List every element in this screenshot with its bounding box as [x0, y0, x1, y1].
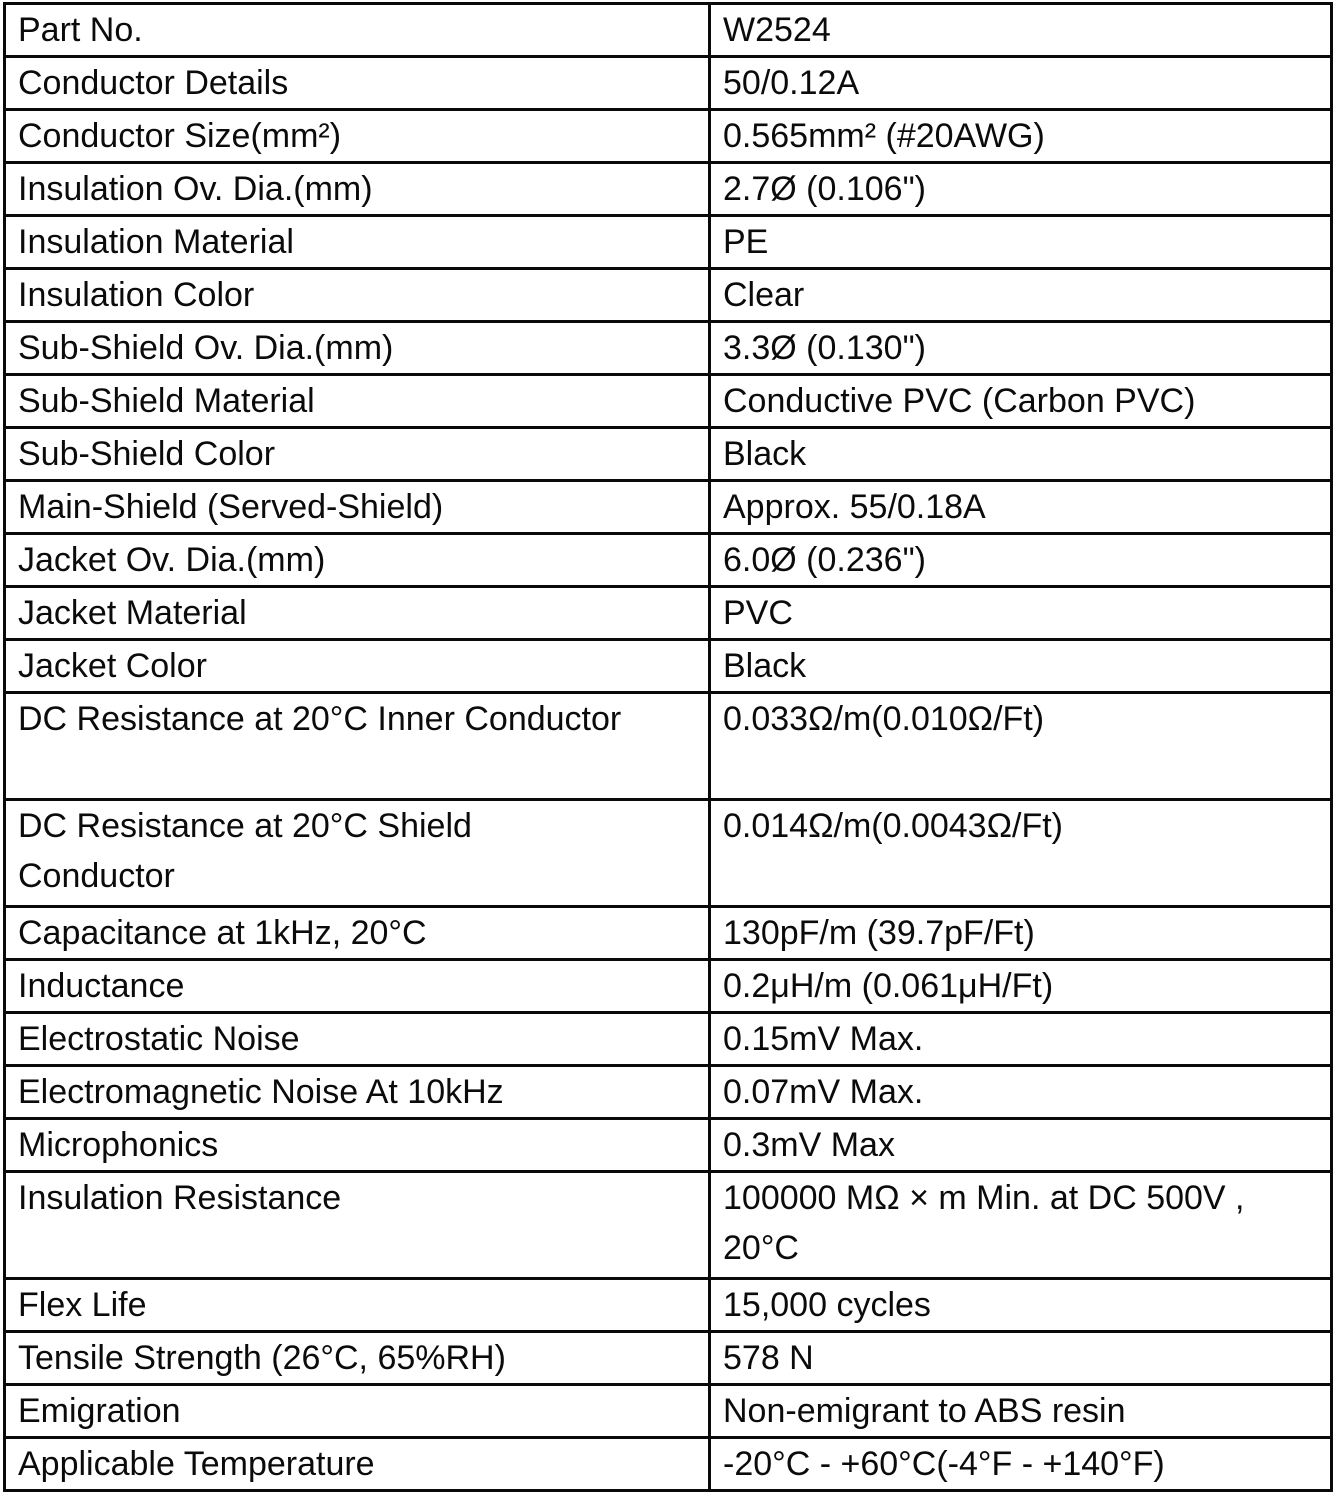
- spec-value: Black: [708, 638, 1333, 694]
- spec-value: Black: [708, 426, 1333, 482]
- spec-value: 0.033Ω/m(0.010Ω/Ft): [708, 691, 1333, 801]
- table-row: Part No. W2524: [3, 2, 1333, 58]
- spec-label: Jacket Ov. Dia.(mm): [3, 532, 711, 588]
- spec-value: 100000 MΩ × m Min. at DC 500V , 20°C: [708, 1170, 1333, 1280]
- spec-value: 130pF/m (39.7pF/Ft): [708, 905, 1333, 961]
- spec-label: Insulation Resistance: [3, 1170, 711, 1280]
- spec-value: 0.565mm² (#20AWG): [708, 108, 1333, 164]
- spec-label: Insulation Color: [3, 267, 711, 323]
- spec-value: Non-emigrant to ABS resin: [708, 1383, 1333, 1439]
- spec-label: Conductor Details: [3, 55, 711, 111]
- table-row: Tensile Strength (26°C, 65%RH) 578 N: [3, 1330, 1333, 1386]
- spec-value: 578 N: [708, 1330, 1333, 1386]
- table-row: Insulation Material PE: [3, 214, 1333, 270]
- table-row: Capacitance at 1kHz, 20°C 130pF/m (39.7p…: [3, 905, 1333, 961]
- spec-label: Main-Shield (Served-Shield): [3, 479, 711, 535]
- table-row: Insulation Ov. Dia.(mm) 2.7Ø (0.106"): [3, 161, 1333, 217]
- table-row: Inductance 0.2μH/m (0.061μH/Ft): [3, 958, 1333, 1014]
- spec-label: Insulation Ov. Dia.(mm): [3, 161, 711, 217]
- spec-label: DC Resistance at 20°C Inner Conductor: [3, 691, 711, 801]
- table-row: DC Resistance at 20°C Inner Conductor 0.…: [3, 691, 1333, 801]
- spec-label: Conductor Size(mm²): [3, 108, 711, 164]
- spec-label: Sub-Shield Ov. Dia.(mm): [3, 320, 711, 376]
- spec-value: 50/0.12A: [708, 55, 1333, 111]
- table-row: Applicable Temperature -20°C - +60°C(-4°…: [3, 1436, 1333, 1492]
- table-row: Microphonics 0.3mV Max: [3, 1117, 1333, 1173]
- spec-label: Sub-Shield Material: [3, 373, 711, 429]
- spec-label: Capacitance at 1kHz, 20°C: [3, 905, 711, 961]
- table-row: Insulation Resistance 100000 MΩ × m Min.…: [3, 1170, 1333, 1280]
- spec-value: W2524: [708, 2, 1333, 58]
- spec-label: Applicable Temperature: [3, 1436, 711, 1492]
- spec-value: Approx. 55/0.18A: [708, 479, 1333, 535]
- spec-value: 6.0Ø (0.236"): [708, 532, 1333, 588]
- table-row: Main-Shield (Served-Shield) Approx. 55/0…: [3, 479, 1333, 535]
- spec-value: 3.3Ø (0.130"): [708, 320, 1333, 376]
- spec-value: PE: [708, 214, 1333, 270]
- table-row: Insulation Color Clear: [3, 267, 1333, 323]
- table-row: Conductor Details 50/0.12A: [3, 55, 1333, 111]
- table-row: Jacket Material PVC: [3, 585, 1333, 641]
- spec-label: Sub-Shield Color: [3, 426, 711, 482]
- spec-label: Flex Life: [3, 1277, 711, 1333]
- table-row: Emigration Non-emigrant to ABS resin: [3, 1383, 1333, 1439]
- table-row: Sub-Shield Ov. Dia.(mm) 3.3Ø (0.130"): [3, 320, 1333, 376]
- spec-value: 0.07mV Max.: [708, 1064, 1333, 1120]
- table-row: Sub-Shield Material Conductive PVC (Carb…: [3, 373, 1333, 429]
- spec-label: Electrostatic Noise: [3, 1011, 711, 1067]
- table-row: Electrostatic Noise 0.15mV Max.: [3, 1011, 1333, 1067]
- spec-label: Insulation Material: [3, 214, 711, 270]
- table-row: DC Resistance at 20°C Shield Conductor 0…: [3, 798, 1333, 908]
- spec-value: 15,000 cycles: [708, 1277, 1333, 1333]
- table-row: Jacket Color Black: [3, 638, 1333, 694]
- spec-label: Microphonics: [3, 1117, 711, 1173]
- spec-label: Tensile Strength (26°C, 65%RH): [3, 1330, 711, 1386]
- spec-label: Emigration: [3, 1383, 711, 1439]
- spec-value: 0.2μH/m (0.061μH/Ft): [708, 958, 1333, 1014]
- table-row: Conductor Size(mm²) 0.565mm² (#20AWG): [3, 108, 1333, 164]
- table-row: Jacket Ov. Dia.(mm) 6.0Ø (0.236"): [3, 532, 1333, 588]
- spec-table: Part No. W2524 Conductor Details 50/0.12…: [3, 2, 1333, 1492]
- table-row: Flex Life 15,000 cycles: [3, 1277, 1333, 1333]
- spec-value: 0.014Ω/m(0.0043Ω/Ft): [708, 798, 1333, 908]
- spec-value: Clear: [708, 267, 1333, 323]
- spec-label: Jacket Color: [3, 638, 711, 694]
- spec-value: PVC: [708, 585, 1333, 641]
- spec-value: Conductive PVC (Carbon PVC): [708, 373, 1333, 429]
- spec-label: Electromagnetic Noise At 10kHz: [3, 1064, 711, 1120]
- spec-value: 0.3mV Max: [708, 1117, 1333, 1173]
- spec-label: Part No.: [3, 2, 711, 58]
- table-row: Sub-Shield Color Black: [3, 426, 1333, 482]
- spec-label: Jacket Material: [3, 585, 711, 641]
- table-row: Electromagnetic Noise At 10kHz 0.07mV Ma…: [3, 1064, 1333, 1120]
- spec-label: Inductance: [3, 958, 711, 1014]
- spec-value: -20°C - +60°C(-4°F - +140°F): [708, 1436, 1333, 1492]
- spec-value: 0.15mV Max.: [708, 1011, 1333, 1067]
- spec-value: 2.7Ø (0.106"): [708, 161, 1333, 217]
- spec-label: DC Resistance at 20°C Shield Conductor: [3, 798, 711, 908]
